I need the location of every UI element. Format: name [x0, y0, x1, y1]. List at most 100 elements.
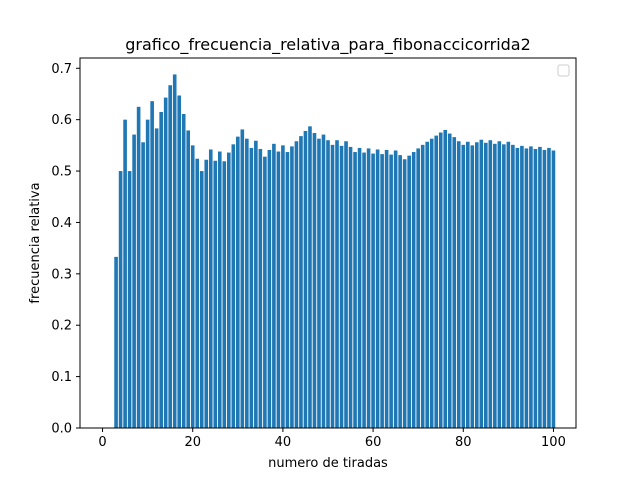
- y-tick-label: 0.7: [51, 62, 72, 77]
- bar: [154, 128, 159, 428]
- bar: [393, 150, 398, 428]
- y-tick-label: 0.1: [51, 370, 72, 385]
- bar: [398, 155, 402, 429]
- y-tick-label: 0.6: [51, 113, 72, 128]
- bar: [461, 144, 466, 428]
- bar: [456, 141, 461, 428]
- bar: [240, 129, 245, 428]
- bar: [195, 158, 200, 428]
- bar: [411, 152, 416, 429]
- bar: [520, 145, 524, 429]
- bar: [186, 130, 191, 428]
- bar: [416, 148, 420, 428]
- bar: [407, 155, 411, 428]
- x-tick-label: 0: [98, 435, 106, 450]
- bar: [475, 142, 479, 428]
- bar: [511, 144, 515, 428]
- bar: [272, 143, 276, 428]
- bar: [136, 106, 141, 428]
- bar: [438, 132, 443, 428]
- bar: [199, 171, 204, 428]
- bars-group: [114, 74, 556, 429]
- y-tick-label: 0.3: [51, 267, 72, 282]
- bar: [502, 144, 506, 428]
- bar: [290, 146, 294, 428]
- bar: [335, 140, 339, 428]
- bar: [529, 146, 533, 428]
- bar: [425, 141, 430, 428]
- bar: [150, 101, 154, 429]
- x-axis-ticks: 0 20 40 60 80 100: [98, 428, 566, 450]
- bar: [258, 148, 263, 428]
- bar: [493, 143, 497, 428]
- bar: [348, 146, 353, 428]
- bar: [181, 114, 186, 428]
- bar: [497, 141, 502, 428]
- bar: [321, 134, 326, 428]
- bar: [326, 140, 330, 428]
- bar: [177, 95, 182, 428]
- bar: [479, 139, 484, 428]
- y-axis-label: frecuencia relativa: [28, 182, 43, 303]
- bar: [371, 153, 375, 428]
- bar: [141, 142, 145, 428]
- bar: [168, 85, 172, 429]
- legend-box: [557, 64, 570, 77]
- y-axis-ticks: 0.0 0.1 0.2 0.3 0.4 0.5 0.6 0.7: [51, 62, 80, 437]
- y-tick-label: 0.5: [51, 165, 72, 180]
- bar: [447, 133, 452, 429]
- bar: [317, 138, 321, 428]
- x-tick-label: 80: [455, 435, 472, 450]
- bar: [204, 159, 209, 428]
- x-axis-label: numero de tiradas: [268, 456, 388, 471]
- bar: [276, 151, 281, 428]
- bar: [389, 154, 393, 429]
- bar: [213, 160, 218, 428]
- bar: [114, 256, 118, 429]
- bar: [434, 135, 439, 428]
- bar: [245, 138, 249, 428]
- bar: [384, 149, 389, 429]
- bar: [429, 138, 434, 428]
- bar: [488, 140, 493, 428]
- bar: [465, 141, 470, 428]
- bar: [470, 145, 475, 429]
- bar: [217, 151, 222, 428]
- bar: [533, 148, 538, 428]
- bar: [172, 74, 177, 428]
- bar: [484, 142, 488, 429]
- bar: [123, 119, 127, 429]
- bar: [208, 149, 213, 428]
- bar: [344, 141, 348, 428]
- x-tick-label: 40: [275, 435, 292, 450]
- bar: [294, 141, 299, 428]
- bar: [339, 145, 344, 429]
- bar: [551, 150, 556, 428]
- bar: [145, 119, 150, 429]
- bar: [353, 152, 357, 429]
- bar: [402, 159, 407, 429]
- bar: [362, 152, 366, 428]
- bar: [249, 147, 254, 428]
- bar: [118, 171, 123, 428]
- bar: [420, 144, 425, 428]
- bar: [267, 149, 272, 429]
- bar: [127, 171, 132, 428]
- bar: [547, 147, 551, 428]
- bar: [285, 152, 290, 429]
- x-tick-label: 100: [541, 435, 566, 450]
- x-tick-label: 60: [365, 435, 382, 450]
- bar: [163, 97, 168, 428]
- bar: [263, 156, 267, 429]
- bar: [254, 140, 258, 429]
- bar: [222, 161, 227, 429]
- y-tick-label: 0.2: [51, 319, 72, 334]
- bar: [159, 111, 163, 429]
- bar: [330, 144, 335, 428]
- bar: [538, 146, 542, 428]
- bar: [357, 147, 362, 428]
- bar: [303, 130, 308, 428]
- y-tick-label: 0.4: [51, 216, 72, 231]
- bar: [380, 154, 384, 428]
- y-tick-label: 0.0: [51, 422, 72, 437]
